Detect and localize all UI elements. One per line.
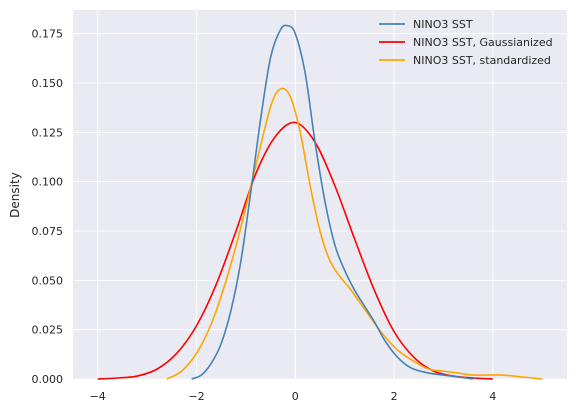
series-lines [97,24,543,380]
x-tick-label: −2 [188,390,204,403]
x-tick-labels: −4 −2 0 2 4 [90,390,497,403]
y-tick-label: 0.150 [32,77,64,90]
legend-label: NINO3 SST, standardized [413,54,551,67]
legend-label: NINO3 SST, Gaussianized [413,36,553,49]
legend: NINO3 SST NINO3 SST, Gaussianized NINO3 SS… [379,18,553,67]
x-tick-label: 4 [489,390,496,403]
series-line-3 [166,87,543,380]
y-tick-label: 0.175 [32,28,64,41]
y-tick-labels: 0.000 0.025 0.050 0.075 0.100 0.125 0.150 0.175 [32,28,64,386]
legend-label: NINO3 SST [413,18,473,31]
y-tick-label: 0.050 [32,274,64,287]
y-tick-label: 0.125 [32,126,64,139]
x-tick-label: 2 [391,390,398,403]
y-tick-label: 0.025 [32,324,64,337]
y-tick-label: 0.100 [32,176,64,189]
series-line-1 [191,24,474,380]
plot-area [73,10,567,379]
x-tick-label: −4 [90,390,106,403]
y-tick-label: 0.000 [32,373,64,386]
y-axis-label: Density [8,172,22,218]
grid-lines [73,10,567,380]
y-tick-label: 0.075 [32,225,64,238]
x-tick-label: 0 [292,390,299,403]
